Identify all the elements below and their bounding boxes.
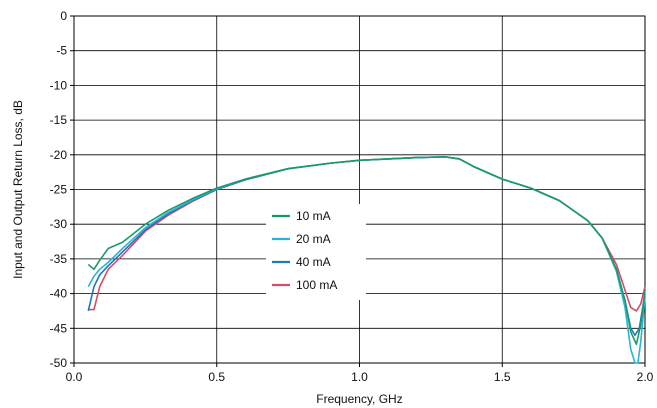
legend-label: 20 mA: [296, 232, 331, 246]
x-tick-label: 2.0: [637, 370, 654, 384]
y-tick-label: -25: [50, 183, 68, 197]
legend-label: 100 mA: [296, 278, 337, 292]
y-tick-label: -45: [50, 321, 68, 335]
y-tick-label: -5: [56, 44, 67, 58]
x-tick-label: 0.0: [66, 370, 83, 384]
legend-label: 40 mA: [296, 255, 331, 269]
x-axis-label: Frequency, GHz: [316, 392, 402, 406]
y-axis-label: Input and Output Return Loss, dB: [11, 100, 25, 279]
y-tick-label: -20: [50, 148, 68, 162]
y-tick-label: 0: [60, 9, 67, 23]
y-tick-label: -30: [50, 217, 68, 231]
x-tick-label: 0.5: [208, 370, 225, 384]
legend-label: 10 mA: [296, 209, 331, 223]
y-tick-label: -10: [50, 78, 68, 92]
y-tick-label: -50: [50, 356, 68, 370]
y-tick-label: -40: [50, 287, 68, 301]
x-tick-label: 1.0: [351, 370, 368, 384]
y-tick-label: -35: [50, 252, 68, 266]
y-tick-label: -15: [50, 113, 68, 127]
x-tick-label: 1.5: [494, 370, 511, 384]
